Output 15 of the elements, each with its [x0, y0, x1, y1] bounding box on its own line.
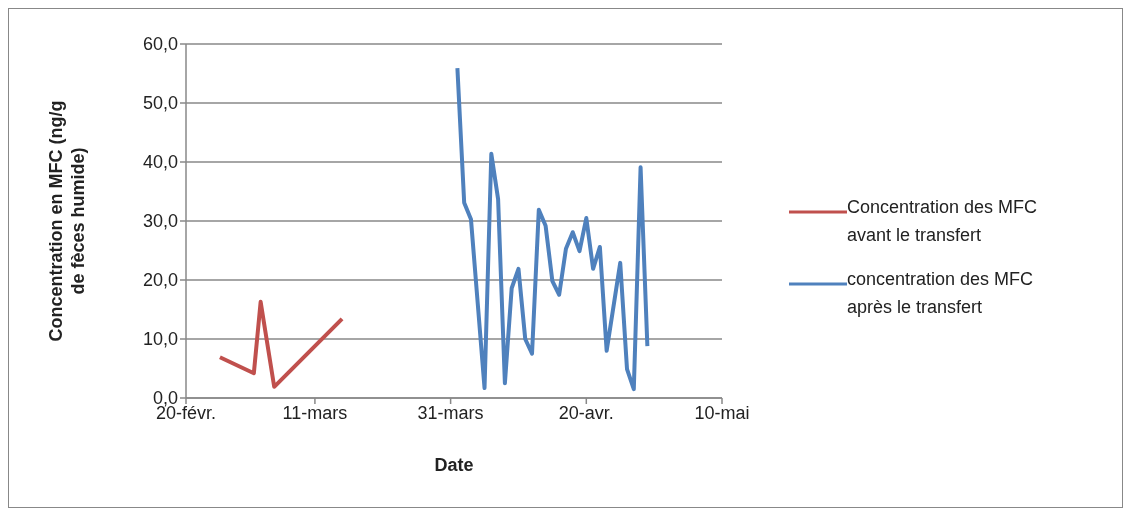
- x-tick-label: 31-mars: [417, 402, 484, 423]
- x-tick-label: 11-mars: [282, 402, 348, 423]
- y-tick-label: 60,0: [142, 34, 178, 55]
- y-tick-label: 10,0: [142, 329, 178, 350]
- legend-label: concentration des MFC après le transfert: [847, 268, 1035, 319]
- x-axis-title: Date: [434, 454, 474, 475]
- line-series: [455, 66, 650, 392]
- y-tick-label: 50,0: [142, 93, 178, 114]
- y-tick-label: 30,0: [142, 211, 178, 232]
- x-tick-label: 10-mai: [694, 402, 750, 423]
- x-tick-label: 20-avr.: [558, 402, 614, 423]
- y-tick-label: 40,0: [142, 152, 178, 173]
- y-tick-label: 20,0: [142, 270, 178, 291]
- legend-label: Concentration des MFC avant le transfert: [847, 196, 1039, 247]
- y-axis-title: Concentration en MFC (ng/g de fèces humide): [46, 100, 88, 342]
